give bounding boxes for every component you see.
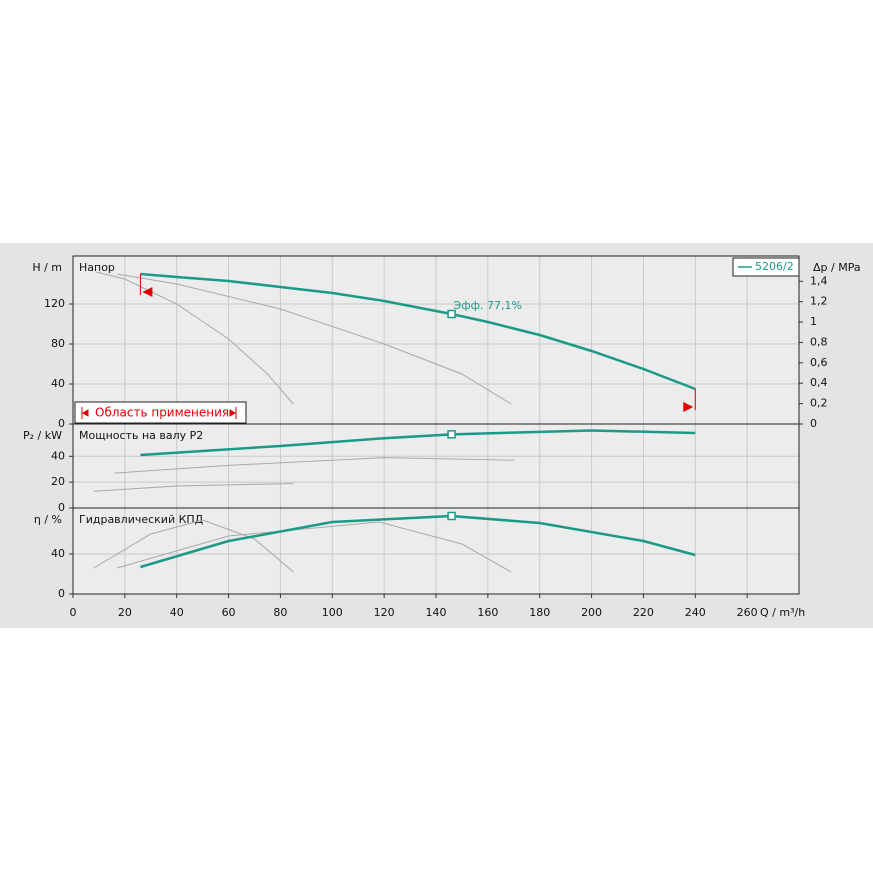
operating-point [447,309,456,319]
y2-tick-label: 0,8 [810,335,828,348]
range-label: Область применения [95,406,229,420]
x-tick-label: 220 [633,606,654,619]
y-tick-label: 40 [51,547,65,560]
x-tick-label: 120 [374,606,395,619]
x-tick-label: 20 [118,606,132,619]
x-axis-label: Q / m³/h [760,606,805,619]
panel-title: Напор [79,261,115,274]
panel-title: Мощность на валу P2 [79,429,203,442]
y-tick-label: 40 [51,449,65,462]
x-tick-label: 80 [273,606,287,619]
y2-tick-label: 0,2 [810,397,828,410]
y-axis-label: η / % [34,513,62,526]
y-tick-label: 0 [58,501,65,514]
range-box [74,401,247,424]
operating-point-label: Эфф. 77,1% [454,299,522,312]
x-tick-label: 0 [70,606,77,619]
range-symbol [81,407,237,419]
range-arrow [142,287,153,297]
curve [140,429,696,457]
curve [93,482,294,492]
y2-tick-label: 0,6 [810,356,828,369]
y-tick-label: 0 [58,587,65,600]
x-tick-label: 40 [170,606,184,619]
y-tick-label: 120 [44,297,65,310]
y2-axis-label: Δp / MPa [813,261,861,274]
panel-title: Гидравлический КПД [79,513,204,526]
y2-tick-label: 0 [810,417,817,430]
x-tick-label: 200 [581,606,602,619]
y2-tick-label: 1,4 [810,274,828,287]
curve [93,519,294,573]
y2-tick-label: 1 [810,315,817,328]
operating-point [447,511,456,521]
curve [114,457,514,474]
range-arrow [683,402,694,412]
legend-box [732,257,800,277]
y-axis-label: H / m [32,261,62,274]
y-tick-label: 20 [51,475,65,488]
panel-border [72,507,800,595]
x-tick-label: 140 [426,606,447,619]
curve [140,272,696,391]
y-tick-label: 40 [51,377,65,390]
x-tick-label: 260 [737,606,758,619]
legend-label: 5206/2 [755,260,794,273]
x-tick-label: 160 [477,606,498,619]
x-tick-label: 60 [222,606,236,619]
operating-point [447,430,456,439]
curve [96,271,294,405]
curve [116,273,512,405]
curve [116,521,512,573]
x-tick-label: 180 [529,606,550,619]
y2-tick-label: 1,2 [810,295,828,308]
y2-tick-label: 0,4 [810,376,828,389]
x-tick-label: 240 [685,606,706,619]
y-axis-label: P₂ / kW [23,429,62,442]
y-tick-label: 0 [58,417,65,430]
y-tick-label: 80 [51,337,65,350]
x-tick-label: 100 [322,606,343,619]
